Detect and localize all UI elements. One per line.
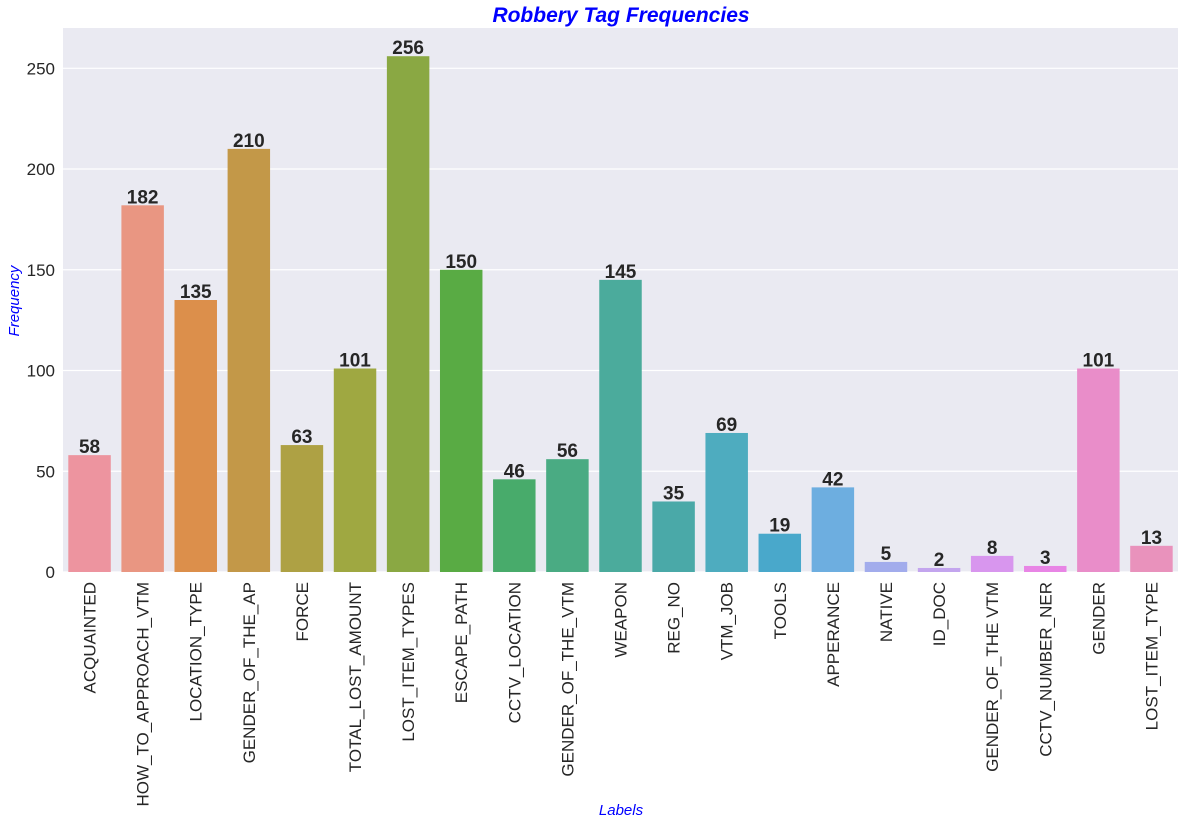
x-tick-label: GENDER_OF_THE VTM (983, 582, 1002, 772)
x-tick-label: TOOLS (771, 582, 790, 639)
bar (546, 459, 589, 572)
data-label: 101 (1083, 351, 1115, 372)
x-tick-label: LOCATION_TYPE (187, 582, 206, 722)
bar (864, 561, 908, 572)
x-tick-label: WEAPON (612, 582, 631, 658)
data-label: 8 (987, 538, 998, 559)
y-tick-label: 0 (46, 563, 55, 582)
bar (333, 368, 377, 572)
data-label: 58 (79, 437, 100, 458)
data-labels: 58 182 135 210 63 101 256 150 46 56 145 35 69 19 42 5 2 8… (79, 38, 1162, 571)
x-tick-label: APPERANCE (824, 582, 843, 687)
data-label: 135 (180, 282, 212, 303)
data-label: 42 (822, 469, 843, 490)
y-axis-title: Frequency (6, 264, 23, 336)
x-tick-label: FORCE (293, 582, 312, 642)
x-tick-label: CCTV_LOCATION (505, 582, 524, 723)
bar (121, 205, 164, 572)
bar (917, 567, 961, 572)
x-tick-label: HOW_TO_APPROACH_VTM (134, 582, 153, 807)
x-axis-title: Labels (599, 802, 644, 819)
x-tick-label: TOTAL_LOST_AMOUNT (346, 582, 365, 772)
y-tick-label: 50 (36, 462, 55, 481)
data-label: 145 (605, 262, 637, 283)
data-label: 150 (445, 252, 477, 273)
data-label: 3 (1040, 548, 1051, 569)
data-label: 56 (557, 441, 578, 462)
x-tick-label: NATIVE (877, 582, 896, 642)
y-tick-label: 250 (27, 59, 55, 78)
y-tick-label: 200 (27, 160, 55, 179)
data-label: 13 (1141, 528, 1162, 549)
bars (68, 56, 1173, 573)
bar (1024, 565, 1067, 572)
x-tick-label: ACQUAINTED (81, 582, 100, 693)
x-tick-label: VTM_JOB (718, 582, 737, 660)
y-axis-ticks: 0 50 100 150 200 250 (27, 59, 55, 582)
y-tick-label: 100 (27, 362, 55, 381)
bar (227, 148, 271, 572)
data-label: 101 (339, 351, 371, 372)
data-label: 46 (504, 461, 525, 482)
bar (652, 501, 695, 572)
data-label: 182 (127, 187, 159, 208)
bar (439, 269, 483, 572)
bar (970, 555, 1014, 572)
data-label: 5 (881, 544, 892, 565)
bar (599, 279, 642, 572)
bar (705, 432, 748, 572)
x-tick-label: ID_DOC (930, 582, 949, 646)
data-label: 256 (392, 38, 424, 59)
y-tick-label: 150 (27, 261, 55, 280)
bar (386, 56, 430, 573)
bar (280, 445, 324, 572)
data-label: 210 (233, 131, 265, 152)
data-label: 63 (291, 427, 312, 448)
bar (758, 533, 802, 572)
bar (1130, 545, 1173, 572)
data-label: 19 (769, 516, 790, 537)
x-tick-label: GENDER (1089, 582, 1108, 655)
x-tick-label: GENDER_OF_THE_AP (240, 582, 259, 763)
x-tick-label: GENDER_OF_THE_VTM (558, 582, 577, 777)
data-label: 69 (716, 415, 737, 436)
bar (68, 455, 111, 572)
x-tick-label: ESCAPE_PATH (452, 582, 471, 703)
bar (493, 479, 536, 572)
x-tick-label: LOST_ITEM_TYPES (399, 582, 418, 742)
bar (174, 300, 217, 572)
x-axis-ticks: ACQUAINTED HOW_TO_APPROACH_VTM LOCATION_TY… (81, 582, 1162, 807)
x-tick-label: LOST_ITEM_TYPE (1142, 582, 1161, 730)
bar (811, 487, 855, 572)
chart-title: Robbery Tag Frequencies (492, 4, 749, 27)
data-label: 2 (934, 550, 945, 571)
bar (1077, 368, 1120, 572)
x-tick-label: REG_NO (665, 582, 684, 654)
x-tick-label: CCTV_NUMBER_NER (1036, 582, 1055, 757)
data-label: 35 (663, 483, 685, 504)
